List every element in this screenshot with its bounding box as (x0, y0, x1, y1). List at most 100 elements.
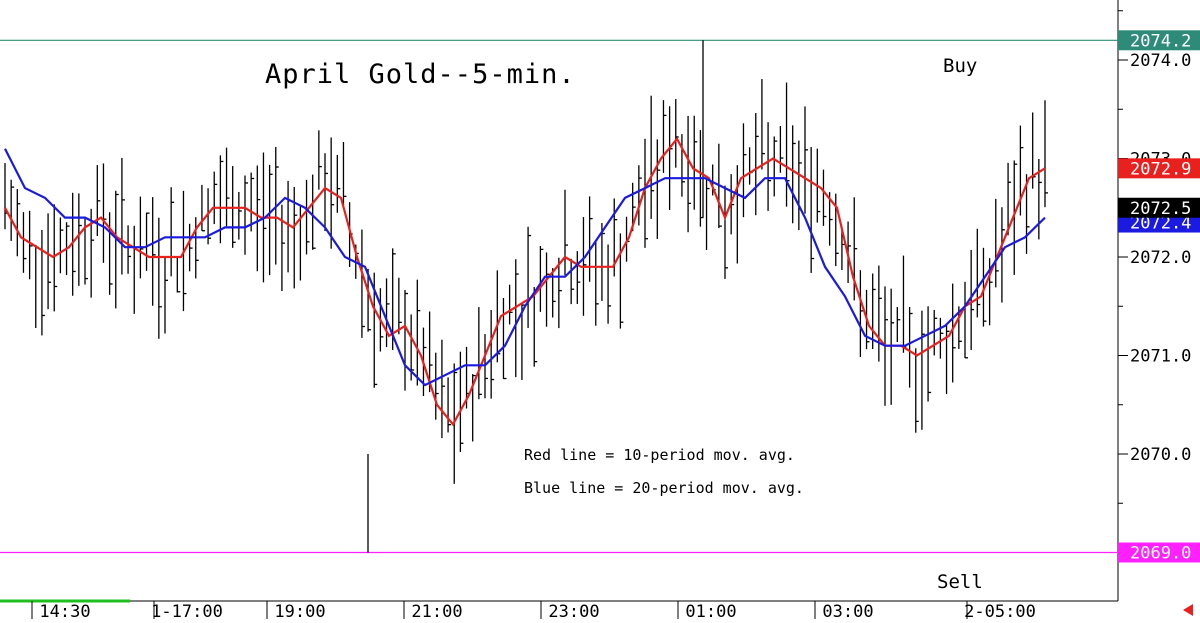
ohlc-bar (238, 191, 242, 240)
ohlc-bar (675, 99, 679, 168)
x-tick-label-6: 03:00 (822, 602, 873, 622)
price-tag-1: 2072.9 (1118, 158, 1200, 179)
ohlc-bar (995, 198, 999, 288)
ohlc-bar (952, 283, 956, 383)
ohlc-bar (810, 147, 815, 273)
price-tag-label-4: 2069.0 (1130, 544, 1191, 564)
price-tag-label-0: 2074.2 (1130, 31, 1191, 51)
ohlc-bar (798, 140, 802, 231)
ohlc-bar (1025, 174, 1030, 254)
ohlc-bar (982, 247, 987, 327)
ohlc-bar (859, 270, 864, 357)
ohlc-bar (225, 147, 230, 227)
ohlc-bar (293, 186, 298, 289)
ohlc-bar (312, 174, 316, 250)
ohlc-bar (878, 265, 882, 362)
ohlc-bar (779, 126, 784, 173)
ohlc-bar (761, 79, 765, 170)
ohlc-bar (915, 348, 919, 433)
ohlc-bar (152, 197, 156, 306)
ohlc-bar (59, 217, 64, 274)
ohlc-bar (318, 130, 322, 190)
ohlc-bar (213, 171, 218, 225)
ohlc-bars (4, 40, 1048, 553)
ohlc-bar (398, 277, 402, 335)
y-tick-label-3: 2071.0 (1130, 347, 1191, 367)
legend-red-ma: Red line = 10-period mov. avg. (524, 446, 795, 464)
scroll-left-icon[interactable] (1183, 604, 1193, 616)
ohlc-bar (188, 223, 193, 272)
series-line-ma20 (4, 148, 1046, 387)
ohlc-bar (176, 256, 181, 293)
ohlc-bar (490, 309, 495, 399)
ohlc-bar (619, 233, 624, 329)
ohlc-bar (256, 165, 261, 272)
ohlc-bar (527, 226, 532, 328)
ohlc-bar (1013, 160, 1018, 275)
ohlc-bar (305, 179, 310, 255)
ohlc-bar (250, 172, 255, 232)
ohlc-bar (773, 136, 778, 197)
ohlc-bar (441, 339, 445, 439)
ohlc-bar (533, 287, 538, 367)
buy-signal: Buy (943, 55, 977, 77)
ohlc-bar (324, 153, 328, 232)
ohlc-bar (933, 309, 938, 356)
ohlc-bar (638, 165, 642, 226)
ohlc-bar (767, 122, 772, 211)
ohlc-bar (139, 196, 144, 279)
ohlc-bar (521, 304, 525, 380)
ohlc-bar (976, 228, 981, 318)
ohlc-bar (22, 212, 27, 273)
x-tick-label-5: 01:00 (685, 602, 736, 622)
ohlc-bar (607, 244, 612, 324)
series-line-ma10 (4, 136, 1046, 427)
ohlc-bar (558, 257, 562, 329)
ohlc-bar (804, 106, 808, 214)
ohlc-bar (601, 223, 605, 301)
ohlc-bar (78, 193, 82, 286)
ohlc-bar (385, 278, 390, 348)
ohlc-bar (47, 213, 52, 310)
ohlc-bar (244, 175, 248, 255)
ohlc-bar (342, 142, 347, 207)
price-tag-label-1: 2072.9 (1130, 159, 1191, 179)
ohlc-bar (921, 310, 925, 430)
price-tag-label-3: 2072.5 (1130, 199, 1191, 219)
legend-blue-ma: Blue line = 20-period mov. avg. (524, 479, 804, 497)
level-lines (0, 39, 1118, 554)
ohlc-bar (28, 210, 33, 280)
ohlc-bar (822, 169, 827, 226)
x-tick-label-7: 2-05:00 (964, 602, 1036, 622)
ohlc-bar (1044, 100, 1048, 208)
ohlc-bar (662, 100, 667, 173)
ohlc-bar (656, 139, 661, 239)
ohlc-bar (908, 306, 913, 388)
ohlc-bar (447, 377, 452, 433)
ohlc-bar (41, 230, 45, 336)
ohlc-bar (693, 115, 698, 210)
ohlc-bar (115, 190, 119, 309)
ohlc-bar (872, 273, 876, 350)
ohlc-bar (10, 179, 15, 241)
price-tag-3: 2072.5 (1118, 197, 1200, 219)
ohlc-bar (970, 249, 975, 350)
x-tick-label-0: 14:30 (39, 602, 90, 622)
ohlc-bar (416, 279, 421, 386)
ohlc-bar (367, 268, 372, 332)
ohlc-bar (896, 307, 901, 343)
sell-signal: Sell (937, 571, 983, 593)
ohlc-bar (1007, 162, 1012, 236)
ohlc-bar (515, 259, 519, 378)
ohlc-bar (681, 134, 685, 197)
chart-title: April Gold--5-min. (265, 59, 576, 90)
ohlc-bar (502, 298, 507, 380)
ohlc-bar (84, 218, 88, 285)
ohlc-bar (336, 154, 341, 213)
ohlc-bar (705, 179, 710, 250)
ohlc-bar (478, 307, 482, 400)
ohlc-bar (570, 258, 575, 305)
ohlc-bar (755, 112, 759, 216)
